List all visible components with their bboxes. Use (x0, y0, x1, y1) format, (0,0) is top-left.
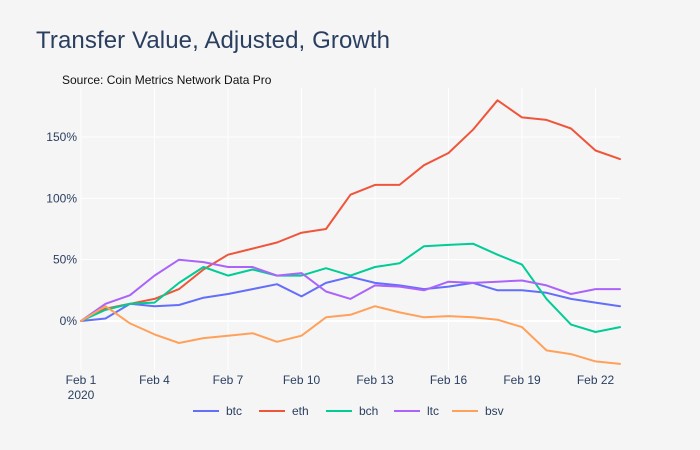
x-tick-label: Feb 19 (503, 373, 541, 387)
chart-subtitle: Source: Coin Metrics Network Data Pro (62, 73, 272, 87)
x-tick-label: Feb 4 (139, 373, 170, 387)
x-tick-label: Feb 16 (430, 373, 468, 387)
legend-label: ltc (427, 404, 439, 418)
legend-item-btc[interactable]: btc (193, 404, 242, 418)
y-tick-label: 0% (60, 314, 78, 328)
x-tick-label: Feb 22 (577, 373, 615, 387)
y-tick-label: 100% (46, 191, 77, 205)
legend-label: btc (226, 404, 242, 418)
y-axis-tick-labels: 0% 50% 100% 150% (46, 130, 77, 328)
legend-item-ltc[interactable]: ltc (394, 404, 439, 418)
grid-lines (80, 88, 620, 370)
chart-title: Transfer Value, Adjusted, Growth (36, 27, 391, 54)
series-line-bsv (80, 305, 621, 365)
series-line-ltc (80, 258, 621, 322)
x-tick-label: Feb 13 (356, 373, 394, 387)
legend-label: bch (359, 404, 378, 418)
x-tick-label: Feb 10 (283, 373, 321, 387)
legend-item-eth[interactable]: eth (259, 404, 309, 418)
legend-item-bch[interactable]: bch (326, 404, 378, 418)
legend-item-bsv[interactable]: bsv (452, 404, 504, 418)
series-lines (80, 99, 621, 365)
legend-label: eth (292, 404, 309, 418)
legend[interactable]: btc eth bch ltc bsv (193, 404, 504, 418)
y-tick-label: 50% (53, 253, 77, 267)
series-line-btc (80, 275, 621, 322)
y-tick-label: 150% (46, 130, 77, 144)
series-line-eth (80, 99, 621, 322)
x-tick-sublabel: 2020 (68, 388, 95, 402)
legend-label: bsv (485, 404, 504, 418)
series-line-bch (80, 242, 621, 333)
x-tick-label: Feb 1 (66, 373, 97, 387)
x-tick-label: Feb 7 (213, 373, 244, 387)
